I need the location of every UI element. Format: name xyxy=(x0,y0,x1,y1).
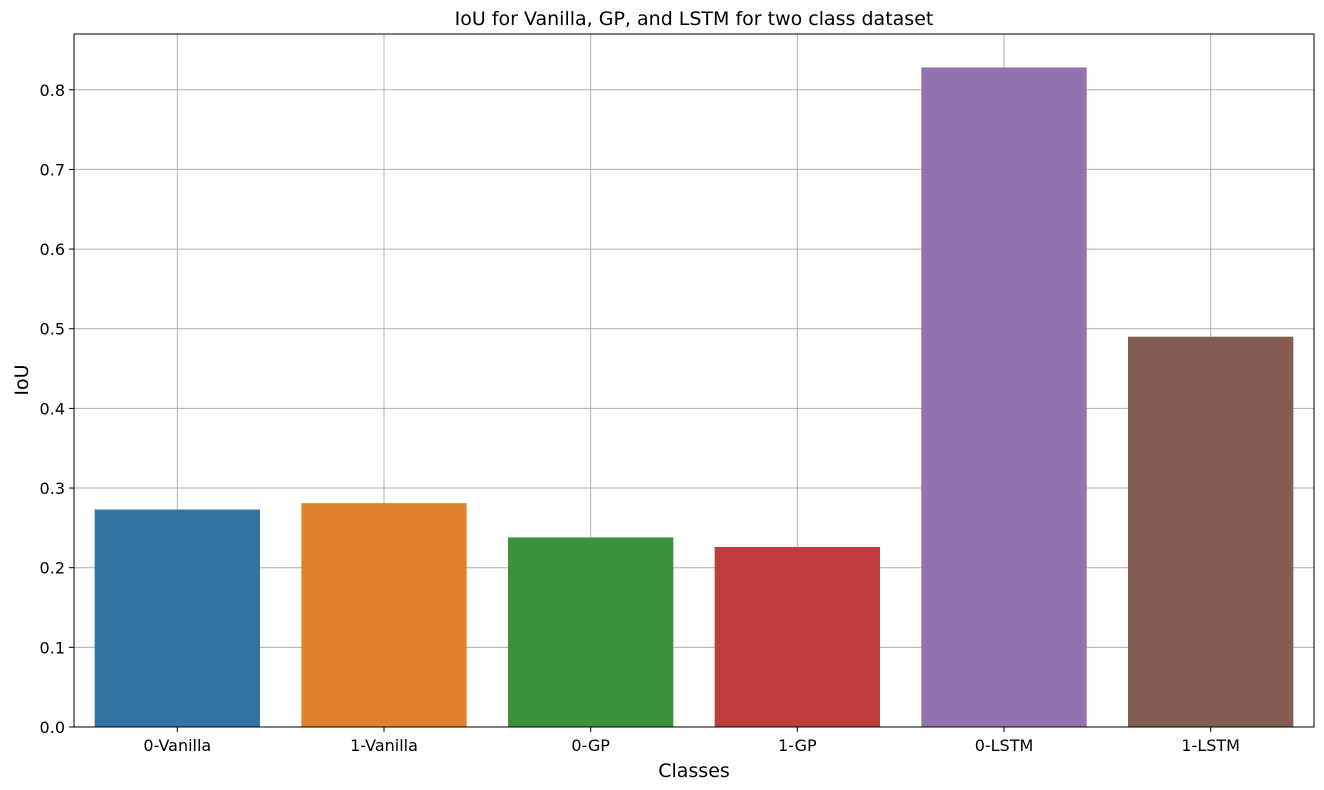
y-tick-label: 0.8 xyxy=(40,81,65,100)
y-tick-label: 0.5 xyxy=(40,320,65,339)
y-tick-label: 0.0 xyxy=(40,718,65,737)
x-tick-label: 1-Vanilla xyxy=(350,736,418,755)
y-tick-label: 0.7 xyxy=(40,160,65,179)
x-tick-label: 0-GP xyxy=(571,736,610,755)
bar xyxy=(94,509,261,727)
chart-title: IoU for Vanilla, GP, and LSTM for two cl… xyxy=(455,8,934,30)
y-axis-label: IoU xyxy=(11,364,33,395)
bar xyxy=(921,67,1087,727)
y-tick-label: 0.1 xyxy=(40,638,65,657)
bars xyxy=(94,67,1294,727)
bar xyxy=(714,546,880,727)
bar xyxy=(508,537,674,727)
x-tick-label: 1-LSTM xyxy=(1181,736,1240,755)
y-tick-label: 0.6 xyxy=(40,240,65,259)
x-axis-label: Classes xyxy=(658,760,730,782)
x-axis-ticks: 0-Vanilla 1-Vanilla 0-GP 1-GP 0-LSTM 1-LSTM xyxy=(143,727,1240,755)
bar xyxy=(1128,336,1294,727)
y-tick-label: 0.4 xyxy=(40,399,65,418)
x-tick-label: 1-GP xyxy=(778,736,817,755)
x-tick-label: 0-LSTM xyxy=(975,736,1034,755)
x-tick-label: 0-Vanilla xyxy=(143,736,211,755)
y-tick-label: 0.2 xyxy=(40,559,65,578)
plot-frame xyxy=(73,33,1315,728)
y-axis-ticks: 0.0 0.1 0.2 0.3 0.4 0.5 0.6 0.7 0.8 xyxy=(40,81,74,737)
y-tick-label: 0.3 xyxy=(40,479,65,498)
bar xyxy=(301,503,467,727)
